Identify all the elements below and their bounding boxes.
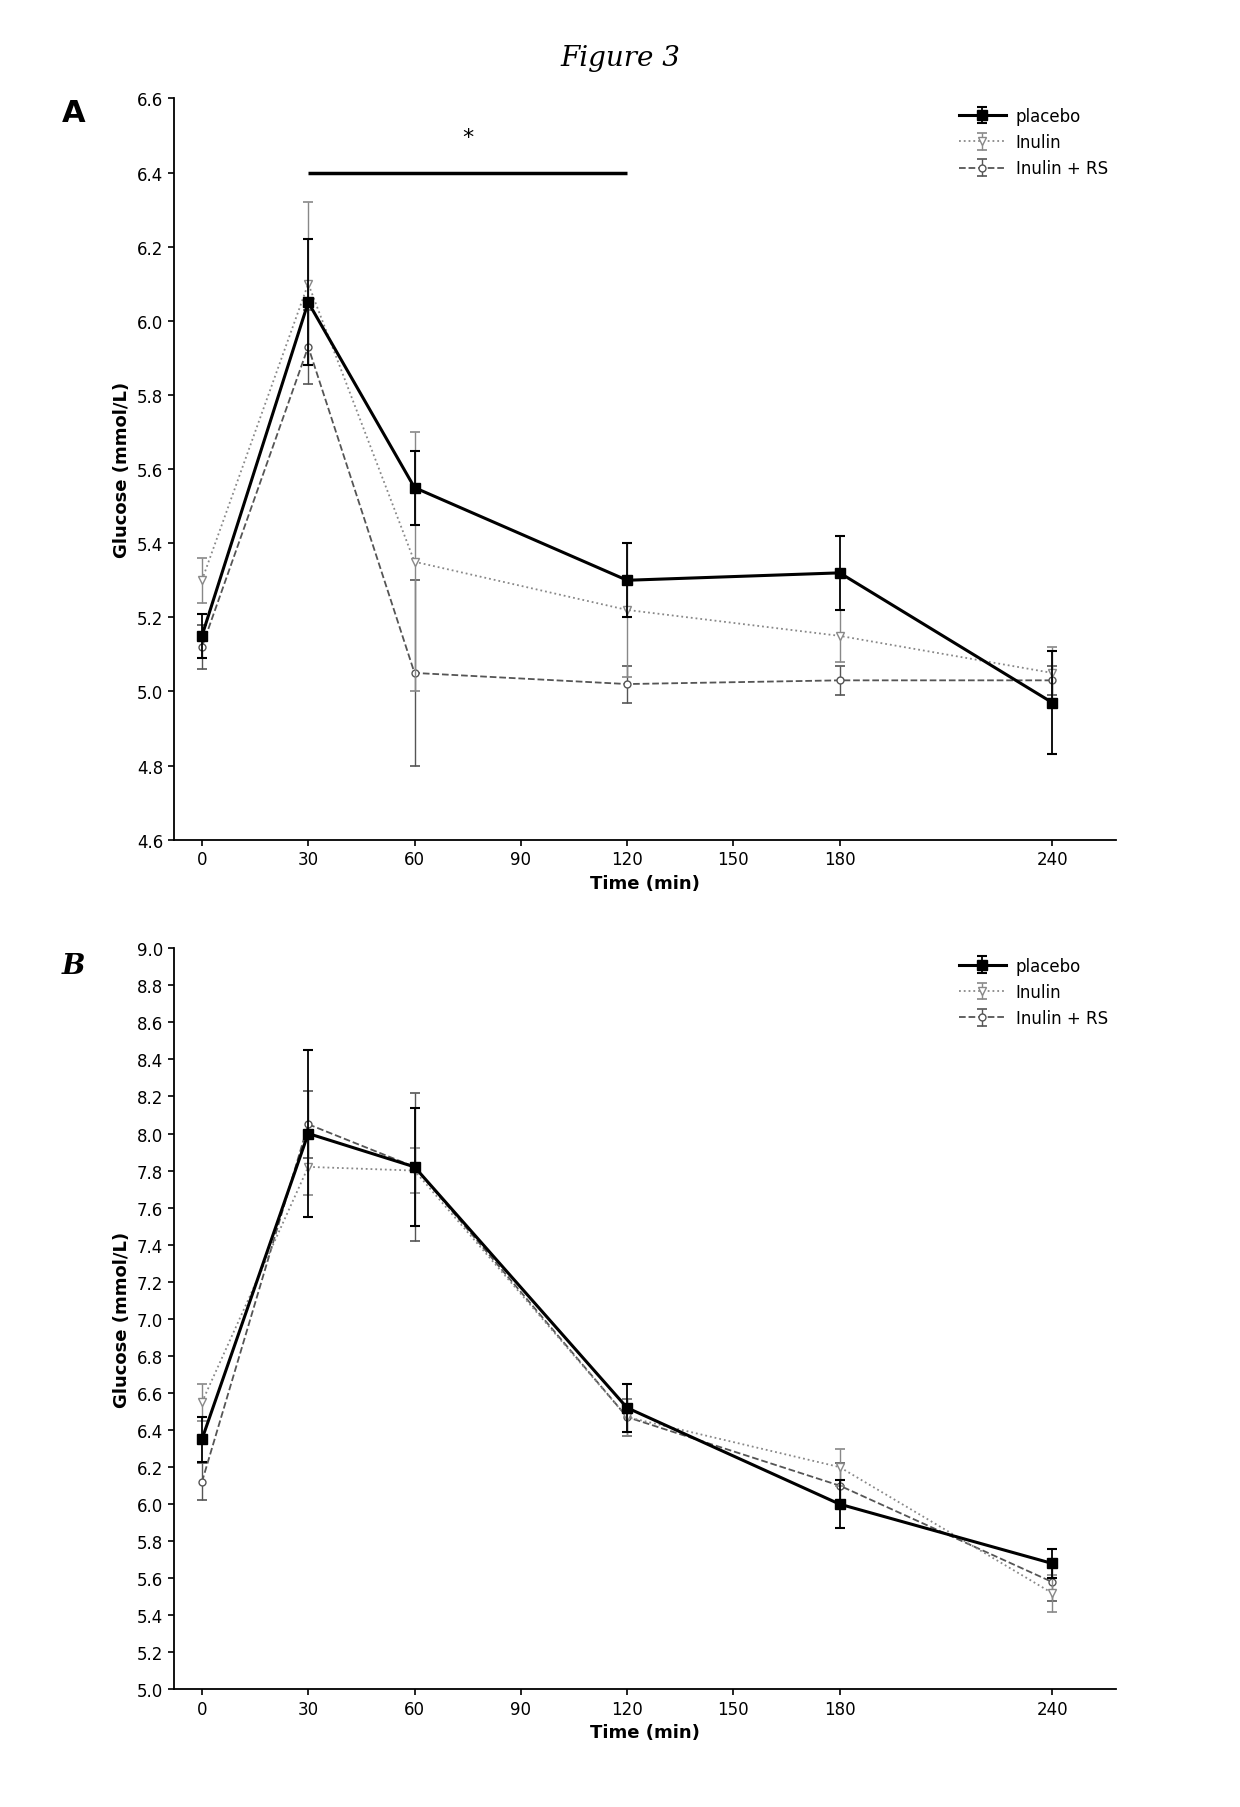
Legend: placebo, Inulin, Inulin + RS: placebo, Inulin, Inulin + RS	[959, 958, 1107, 1028]
X-axis label: Time (min): Time (min)	[590, 875, 699, 893]
Text: A: A	[62, 99, 86, 128]
X-axis label: Time (min): Time (min)	[590, 1724, 699, 1742]
Text: Figure 3: Figure 3	[560, 45, 680, 72]
Legend: placebo, Inulin, Inulin + RS: placebo, Inulin, Inulin + RS	[959, 108, 1107, 179]
Y-axis label: Glucose (mmol/L): Glucose (mmol/L)	[113, 381, 131, 558]
Y-axis label: Glucose (mmol/L): Glucose (mmol/L)	[113, 1231, 131, 1408]
Text: *: *	[463, 128, 474, 148]
Text: B: B	[62, 952, 86, 979]
